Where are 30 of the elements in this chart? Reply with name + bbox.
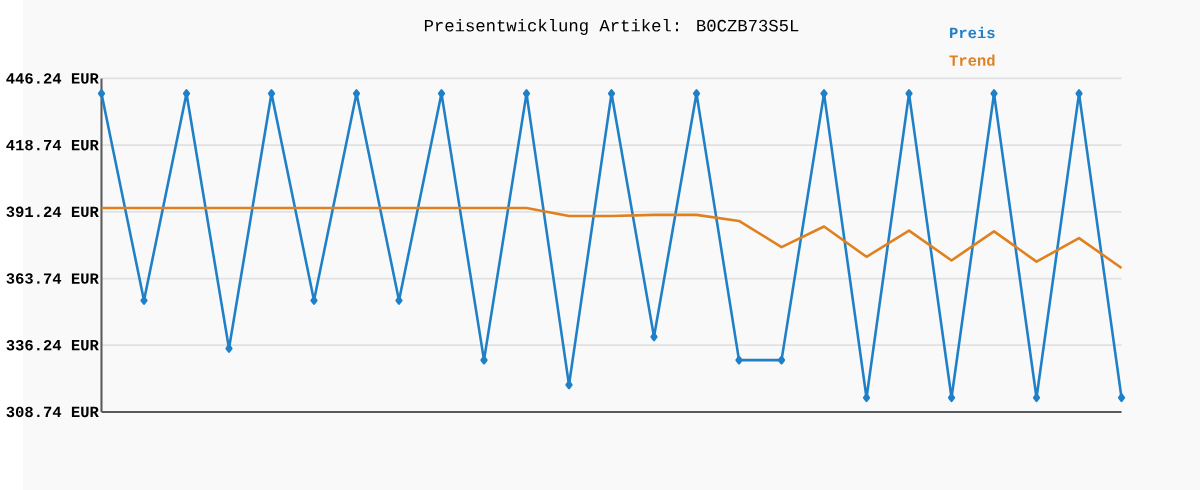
point (820, 88, 828, 98)
point (990, 88, 998, 98)
point (650, 332, 658, 342)
point (692, 88, 701, 98)
point (267, 88, 276, 98)
point (1032, 393, 1041, 402)
y-tick-label: 418.74 EUR (6, 139, 99, 151)
y-tick-label: 336.24 EUR (6, 339, 99, 351)
point (862, 393, 871, 402)
y-tick-label: 446.24 EUR (6, 73, 99, 84)
point (522, 88, 531, 98)
point (905, 88, 913, 98)
text: Trend (949, 54, 995, 66)
point (182, 88, 191, 98)
point (947, 393, 956, 402)
y-tick-label: 308.74 EUR (6, 406, 99, 417)
point (565, 380, 573, 390)
point (97, 88, 106, 98)
point (607, 88, 616, 98)
point (437, 88, 446, 98)
point (1117, 393, 1126, 402)
point (1075, 88, 1083, 98)
text: Preis (950, 26, 995, 39)
chart-title: Preisentwicklung Artikel: B0CZB73S5L (424, 18, 799, 35)
y-tick-label: 363.74 EUR (6, 273, 99, 284)
point (777, 355, 786, 365)
point (735, 355, 743, 365)
point (480, 355, 488, 365)
y-tick-label: 391.24 EUR (6, 206, 99, 217)
point (352, 88, 361, 98)
